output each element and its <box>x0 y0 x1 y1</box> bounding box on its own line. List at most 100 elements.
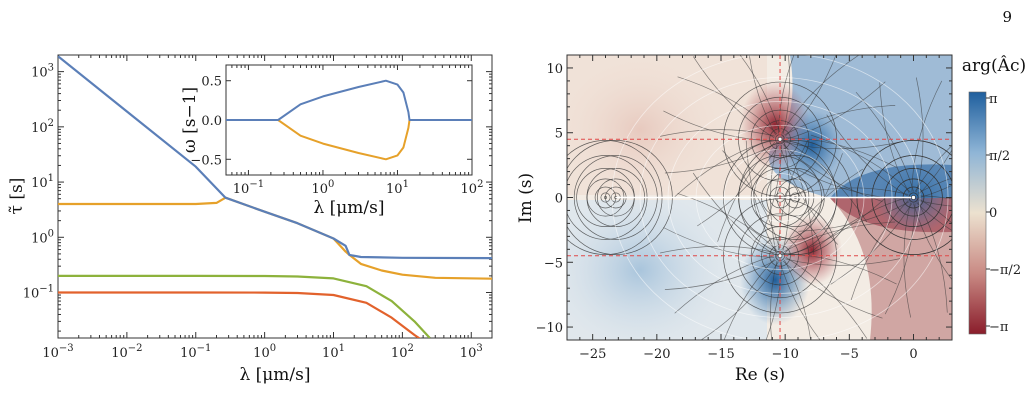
inset-xtick-label: 100 <box>311 179 334 197</box>
field-line <box>778 139 809 251</box>
right-ylabel: Im (s) <box>516 173 536 223</box>
field-line <box>779 261 821 340</box>
left-xtick-label: 102 <box>391 343 414 361</box>
field-line <box>919 198 952 224</box>
colorbar: arg(Âc) π π/2 0 −π/2 −π <box>962 55 1026 335</box>
inset-xtick-label: 101 <box>386 179 409 197</box>
inset-xlabel: λ [μm/s] <box>313 198 384 218</box>
field-line <box>784 221 896 252</box>
right-ytick-label: 0 <box>555 192 563 207</box>
inset-ticks: 10−1 100 101 102 0.5 0.0 −0.5 <box>190 65 483 197</box>
field-line <box>830 203 913 285</box>
inset-plot: 10−1 100 101 102 0.5 0.0 −0.5 λ [μm/s] ω [s−1] <box>180 64 483 218</box>
field-line <box>692 56 775 139</box>
field-line <box>664 143 776 174</box>
field-line <box>785 198 886 257</box>
left-ytick-label: 102 <box>31 118 54 136</box>
inset-ytick-label: 0.5 <box>201 75 222 90</box>
phase-field <box>567 55 952 340</box>
dashed-guides <box>567 55 952 340</box>
inset-series-blue <box>226 79 472 121</box>
page-number: 9 <box>1002 8 1012 26</box>
field-line <box>765 261 782 340</box>
field-line <box>770 260 778 340</box>
inset-ytick-label: −0.5 <box>190 153 222 168</box>
field-line <box>751 144 782 256</box>
right-ytick-label: −10 <box>536 321 563 336</box>
left-ytick-label: 10−1 <box>23 284 54 302</box>
field-line <box>745 140 777 252</box>
colorbar-tick-label: 0 <box>989 206 997 221</box>
field-line <box>722 150 781 250</box>
field-line <box>783 143 815 255</box>
left-ytick-label: 101 <box>31 173 54 191</box>
field-line <box>781 168 864 251</box>
inset-ylabel: ω [s−1] <box>180 87 200 153</box>
field-line <box>723 258 776 340</box>
field-line <box>785 256 868 339</box>
field-line <box>779 145 838 245</box>
field-line <box>918 200 952 207</box>
field-line <box>798 201 910 232</box>
colorbar-tick-label: π/2 <box>989 149 1010 164</box>
field-line <box>700 261 779 340</box>
field-line <box>796 168 908 200</box>
field-line <box>913 203 952 281</box>
pole-markers <box>777 136 916 259</box>
right-xtick-label: −25 <box>579 347 606 362</box>
field-line <box>785 258 901 266</box>
right-xlabel: Re (s) <box>735 365 785 385</box>
field-line <box>663 227 775 258</box>
right-xtick-label: −5 <box>840 347 859 362</box>
left-xtick-label: 10−3 <box>42 343 73 361</box>
right-xtick-label: −20 <box>643 347 670 362</box>
field-line <box>674 138 775 197</box>
left-series-orange <box>58 196 492 280</box>
field-line <box>785 137 897 168</box>
field-line <box>739 55 781 134</box>
field-line <box>850 200 909 301</box>
field-line <box>884 203 916 315</box>
field-line <box>917 201 948 313</box>
colorbar-title: arg(Âc) <box>962 55 1026 76</box>
contour-circle <box>600 192 611 203</box>
right-ytick-label: −5 <box>544 256 563 271</box>
field-line <box>911 80 943 192</box>
left-xtick-label: 10−1 <box>180 343 211 361</box>
left-series-blue <box>58 55 492 260</box>
pole-marker <box>777 253 783 259</box>
field-line <box>660 129 775 137</box>
left-xtick-label: 10−2 <box>111 343 142 361</box>
colorbar-gradient <box>968 91 987 335</box>
inset-xtick-label: 102 <box>461 179 484 197</box>
field-line <box>785 81 886 140</box>
field-line <box>778 55 795 134</box>
left-xtick-label: 100 <box>253 343 276 361</box>
pole-marker <box>911 195 916 200</box>
field-line <box>917 177 952 194</box>
right-ytick-label: 10 <box>546 62 563 77</box>
field-line <box>660 245 775 254</box>
field-line <box>810 134 911 193</box>
field-line <box>914 145 952 192</box>
inset-xtick-label: 10−1 <box>233 179 264 197</box>
left-ytick-label: 103 <box>31 63 54 81</box>
inset-series-orange <box>226 119 472 161</box>
inset-series <box>226 79 472 161</box>
left-xtick-label: 101 <box>322 343 345 361</box>
field-line <box>697 144 779 227</box>
left-ytick-label: 100 <box>31 228 54 246</box>
field-line <box>879 82 910 194</box>
right-ytick-label: 5 <box>555 127 563 142</box>
field-line <box>784 55 837 137</box>
field-line <box>781 55 860 134</box>
field-line <box>916 202 952 231</box>
field-line <box>807 197 908 256</box>
left-xlabel: λ [μm/s] <box>239 365 310 385</box>
left-xtick-label: 103 <box>460 343 483 361</box>
field-line <box>770 144 778 260</box>
left-plot-frame <box>57 54 493 339</box>
right-plot: −25 −20 −15 −10 −5 0 10 5 0 −5 −10 Re (s) Im (s) <box>516 54 953 385</box>
field-line <box>782 135 790 251</box>
